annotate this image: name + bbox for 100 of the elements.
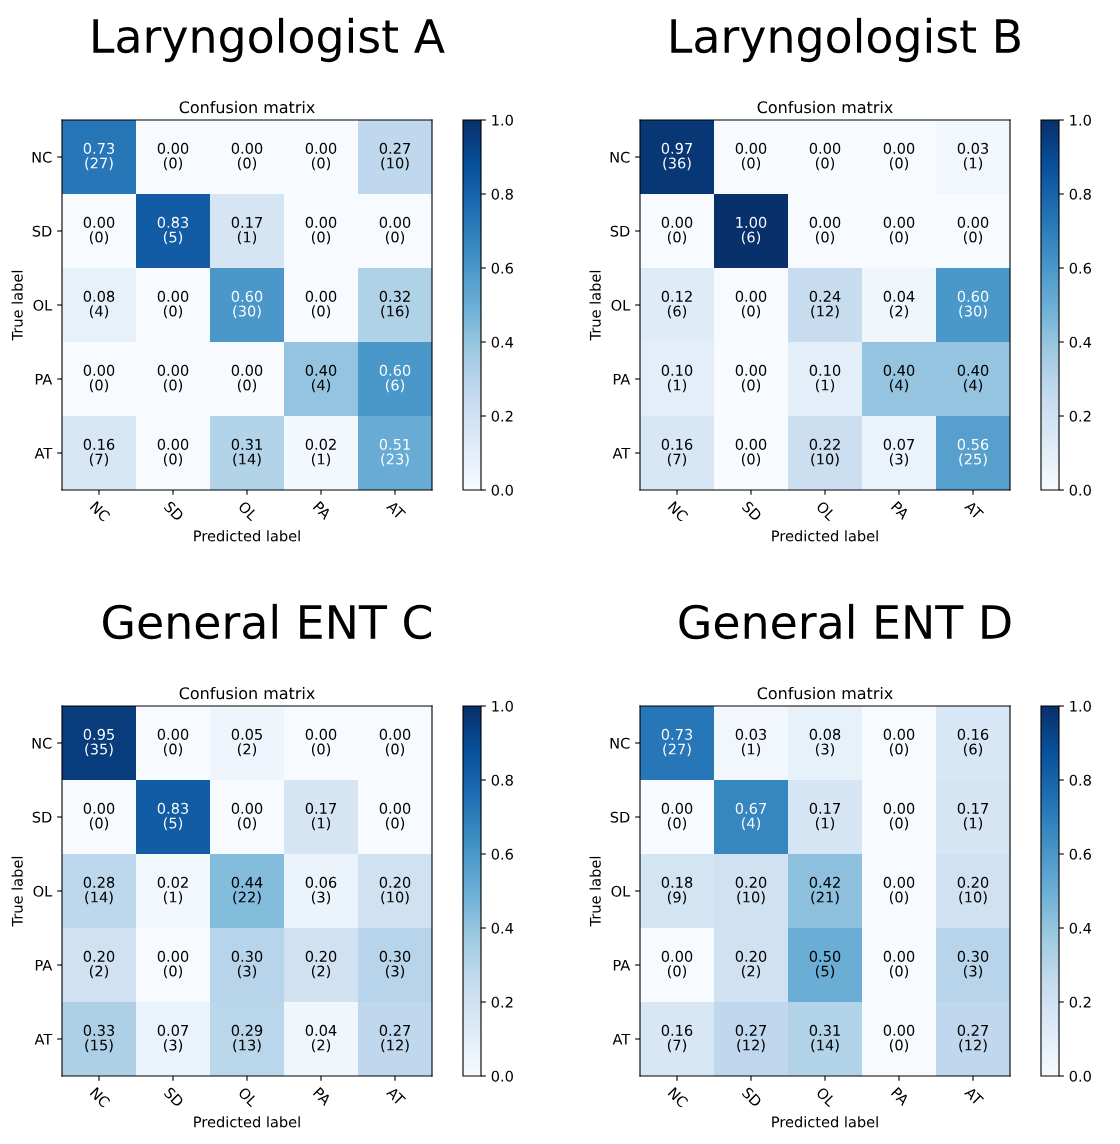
data-label: 0.40 (4) bbox=[957, 364, 989, 393]
data-label: 0.00 (0) bbox=[883, 142, 915, 171]
data-label: 0.30 (3) bbox=[231, 950, 263, 979]
data-label: 0.02 (1) bbox=[305, 438, 336, 467]
y-tick-label: NC bbox=[610, 151, 630, 163]
y-tick-label: AT bbox=[612, 1033, 631, 1045]
data-label: 0.10 (1) bbox=[809, 364, 841, 393]
data-label: 0.02 (1) bbox=[157, 876, 188, 905]
data-label: 0.60 (6) bbox=[379, 364, 411, 393]
x-axis-title: Predicted label bbox=[194, 1116, 300, 1128]
data-label: 0.00 (0) bbox=[305, 216, 337, 245]
chart-title: Laryngologist B bbox=[671, 17, 1020, 63]
data-label: 0.20 (2) bbox=[735, 950, 767, 979]
chart-subtitle: Confusion matrix bbox=[757, 100, 893, 114]
chart-subtitle: Confusion matrix bbox=[179, 100, 315, 114]
y-tick-label: OL bbox=[611, 885, 631, 897]
color-bar-label: 0.0 bbox=[491, 1070, 513, 1082]
data-label: 0.00 (0) bbox=[305, 142, 337, 171]
y-tick-label: SD bbox=[610, 225, 630, 237]
color-bar-label: 0.4 bbox=[1069, 336, 1092, 348]
data-label: 0.00 (0) bbox=[231, 142, 263, 171]
color-bar-label: 0.6 bbox=[1069, 262, 1091, 274]
data-label: 0.12 (6) bbox=[661, 290, 692, 319]
y-tick-label: NC bbox=[32, 737, 52, 749]
data-label: 0.32 (16) bbox=[379, 290, 410, 319]
data-label: 0.27 (12) bbox=[735, 1024, 766, 1053]
data-label: 0.95 (35) bbox=[83, 728, 114, 757]
data-label: 0.27 (12) bbox=[379, 1024, 410, 1053]
data-label: 0.00 (0) bbox=[883, 876, 915, 905]
data-label: 0.20 (2) bbox=[83, 950, 115, 979]
x-tick-label: OL bbox=[815, 1086, 837, 1108]
chart-subtitle: Confusion matrix bbox=[179, 686, 315, 700]
data-label: 0.17 (1) bbox=[231, 216, 262, 245]
data-label: 0.00 (0) bbox=[735, 142, 767, 171]
color-bar-label: 0.4 bbox=[1069, 922, 1092, 934]
data-label: 0.00 (0) bbox=[883, 950, 915, 979]
y-tick-label: PA bbox=[35, 959, 53, 971]
x-tick-label: PA bbox=[890, 501, 910, 521]
data-label: 0.50 (5) bbox=[809, 950, 841, 979]
data-label: 0.00 (0) bbox=[379, 728, 411, 757]
data-label: 0.04 (2) bbox=[305, 1024, 337, 1053]
chart-title: General ENT D bbox=[679, 603, 1011, 640]
data-label: 1.00 (6) bbox=[736, 216, 767, 245]
data-label: 0.00 (0) bbox=[883, 216, 915, 245]
x-tick-label: NC bbox=[667, 500, 689, 523]
chart-subtitle: Confusion matrix bbox=[757, 686, 893, 700]
x-tick-label: OL bbox=[815, 500, 837, 522]
color-bar-label: 0.2 bbox=[491, 996, 513, 1008]
y-axis-title: True label bbox=[589, 856, 601, 927]
data-label: 0.73 (27) bbox=[83, 142, 115, 171]
data-label: 0.20 (2) bbox=[305, 950, 337, 979]
data-label: 0.00 (0) bbox=[735, 438, 767, 467]
data-label: 0.29 (13) bbox=[231, 1024, 263, 1053]
x-tick-label: SD bbox=[741, 1086, 763, 1108]
data-label: 0.05 (2) bbox=[231, 728, 262, 757]
data-label: 0.00 (0) bbox=[809, 142, 841, 171]
data-label: 0.04 (2) bbox=[883, 290, 915, 319]
y-tick-label: NC bbox=[610, 737, 630, 749]
y-tick-label: NC bbox=[32, 151, 52, 163]
color-bar-label: 1.0 bbox=[492, 700, 513, 712]
data-label: 0.08 (4) bbox=[83, 290, 115, 319]
x-tick-label: PA bbox=[312, 501, 332, 521]
data-label: 0.20 (10) bbox=[735, 876, 767, 905]
data-label: 0.56 (25) bbox=[957, 438, 989, 467]
color-bar-label: 0.8 bbox=[491, 774, 513, 786]
data-label: 0.00 (0) bbox=[157, 142, 189, 171]
data-label: 0.00 (0) bbox=[157, 728, 189, 757]
data-label: 0.83 (5) bbox=[157, 216, 189, 245]
color-bar-label: 0.4 bbox=[491, 922, 514, 934]
color-bar-label: 0.0 bbox=[1069, 484, 1091, 496]
data-label: 0.00 (0) bbox=[661, 950, 693, 979]
chart-title: General ENT C bbox=[103, 603, 432, 640]
data-label: 0.07 (3) bbox=[157, 1024, 188, 1053]
x-tick-label: SD bbox=[741, 500, 763, 522]
data-label: 0.00 (0) bbox=[157, 364, 189, 393]
x-axis-title: Predicted label bbox=[194, 530, 300, 542]
x-axis-title: Predicted label bbox=[772, 530, 878, 542]
data-label: 0.40 (4) bbox=[305, 364, 337, 393]
x-tick-label: NC bbox=[89, 1086, 111, 1109]
data-label: 0.42 (21) bbox=[809, 876, 840, 905]
x-tick-label: OL bbox=[237, 500, 259, 522]
x-axis-title: Predicted label bbox=[772, 1116, 878, 1128]
data-label: 0.16 (7) bbox=[661, 438, 693, 467]
data-label: 0.27 (10) bbox=[379, 142, 410, 171]
data-label: 0.00 (0) bbox=[809, 216, 841, 245]
color-bar-label: 0.4 bbox=[491, 336, 514, 348]
data-label: 0.22 (10) bbox=[809, 438, 840, 467]
color-bar-label: 1.0 bbox=[1070, 700, 1091, 712]
y-tick-label: SD bbox=[610, 811, 630, 823]
data-label: 0.20 (10) bbox=[957, 876, 989, 905]
y-tick-label: SD bbox=[32, 811, 52, 823]
data-label: 0.07 (3) bbox=[883, 438, 914, 467]
data-label: 0.17 (1) bbox=[809, 802, 840, 831]
data-label: 0.00 (0) bbox=[157, 290, 189, 319]
color-bar-label: 0.0 bbox=[491, 484, 513, 496]
data-label: 0.00 (0) bbox=[83, 802, 115, 831]
data-label: 0.20 (10) bbox=[379, 876, 411, 905]
data-label: 0.83 (5) bbox=[157, 802, 189, 831]
color-bar-label: 0.6 bbox=[491, 848, 513, 860]
data-label: 0.31 (14) bbox=[809, 1024, 840, 1053]
